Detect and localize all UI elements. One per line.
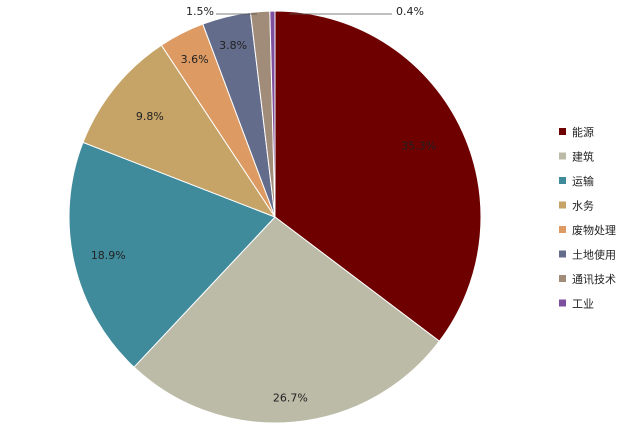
legend-swatch <box>559 152 566 160</box>
legend-swatch <box>559 128 566 135</box>
slice-value-label: 9.8% <box>136 110 164 123</box>
legend-swatch <box>559 275 566 282</box>
legend-label: 运输 <box>572 174 594 188</box>
legend-swatch <box>559 226 566 233</box>
pie-slice-2 <box>133 216 441 424</box>
legend-swatch <box>559 177 566 184</box>
slice-value-label: 3.6% <box>181 53 209 66</box>
legend-label: 土地使用 <box>572 249 616 262</box>
legend-swatch <box>559 299 566 307</box>
legend-swatch <box>559 201 566 209</box>
pie-slice-3 <box>68 141 276 368</box>
slice-value-label: 35.3% <box>401 139 436 152</box>
slice-value-label: 1.5% <box>186 5 214 18</box>
legend-label: 工业 <box>572 298 594 311</box>
legend-label: 废物处理 <box>572 223 616 237</box>
pie-slice-8 <box>269 10 276 218</box>
legend-label: 能源 <box>572 125 594 139</box>
pie-slices <box>68 10 482 424</box>
slice-value-label: 0.4% <box>396 5 424 18</box>
slice-value-label: 3.8% <box>219 39 247 52</box>
slice-labels: 35.3% 26.7% 18.9% 9.8% 3.6% 3.8% 1.5% 0.4% <box>91 5 436 405</box>
pie-slice-1 <box>274 10 482 342</box>
legend-label: 通讯技术 <box>572 273 616 286</box>
pie-slice-4 <box>82 44 277 219</box>
legend-label: 建筑 <box>572 150 594 164</box>
legend-label: 水务 <box>572 200 594 213</box>
slice-value-label: 26.7% <box>273 392 308 405</box>
slice-value-label: 18.9% <box>91 249 126 262</box>
legend-swatch <box>559 250 566 258</box>
